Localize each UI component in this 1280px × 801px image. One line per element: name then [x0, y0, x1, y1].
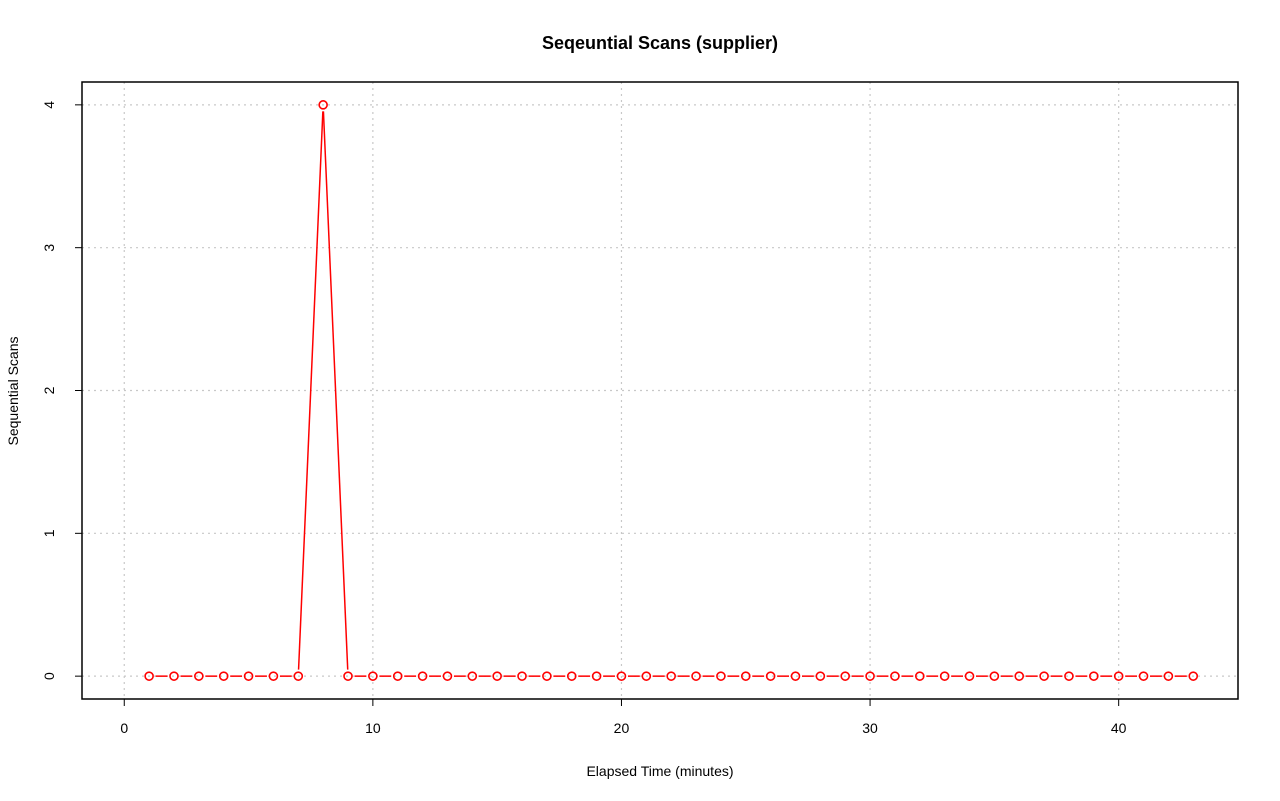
data-point	[343, 671, 353, 681]
data-point	[392, 671, 403, 681]
data-point	[542, 671, 552, 681]
data-point	[890, 671, 900, 681]
data-point	[268, 671, 279, 681]
data-point	[417, 671, 428, 681]
data-point	[641, 671, 652, 681]
data-point	[566, 671, 577, 681]
data-point	[1089, 671, 1099, 681]
x-tick-label: 20	[614, 720, 630, 736]
data-point	[964, 671, 975, 681]
data-point	[467, 671, 478, 681]
series-layer	[144, 100, 1199, 681]
series-line-segment	[297, 111, 324, 670]
data-point	[1138, 671, 1149, 681]
data-point	[1064, 671, 1074, 681]
data-point	[591, 671, 602, 681]
data-point	[1163, 671, 1174, 681]
data-point	[989, 671, 1000, 681]
y-axis-label: Sequential Scans	[5, 337, 21, 446]
x-tick-label: 30	[862, 720, 878, 736]
y-tick-label: 3	[41, 244, 57, 252]
data-point	[865, 671, 875, 681]
data-point	[691, 671, 701, 681]
y-tick-label: 2	[41, 386, 57, 394]
y-tick-label: 0	[41, 672, 57, 680]
series-line-segment	[322, 111, 349, 670]
data-point	[442, 671, 453, 681]
data-point	[1188, 671, 1199, 681]
x-axis: 0 10 20 30 40	[120, 699, 1127, 736]
data-point	[318, 100, 328, 110]
data-point	[243, 671, 254, 681]
grid-lines	[82, 82, 1238, 699]
data-point	[939, 671, 950, 681]
data-point	[1014, 671, 1025, 681]
data-point	[765, 671, 776, 681]
data-point	[169, 671, 179, 681]
data-point	[194, 671, 204, 681]
data-point	[616, 671, 627, 681]
data-point	[1039, 671, 1049, 681]
data-point	[517, 671, 527, 681]
data-point	[293, 671, 304, 681]
x-tick-label: 0	[120, 720, 128, 736]
data-point	[218, 671, 229, 681]
data-point	[716, 671, 726, 681]
x-axis-label: Elapsed Time (minutes)	[586, 763, 733, 779]
data-point	[666, 671, 676, 681]
data-point	[840, 671, 851, 681]
data-point	[790, 671, 801, 681]
x-tick-label: 40	[1111, 720, 1127, 736]
x-tick-label: 10	[365, 720, 381, 736]
data-point	[144, 671, 154, 681]
data-point	[740, 671, 751, 681]
data-point	[1113, 671, 1124, 681]
y-tick-label: 4	[41, 101, 57, 109]
y-tick-label: 1	[41, 529, 57, 537]
y-axis: 0 1 2 3 4	[41, 101, 82, 680]
data-point	[914, 671, 925, 681]
data-point	[492, 671, 502, 681]
data-point	[815, 671, 826, 681]
data-point	[368, 671, 378, 681]
chart-title: Seqeuntial Scans (supplier)	[542, 33, 778, 53]
